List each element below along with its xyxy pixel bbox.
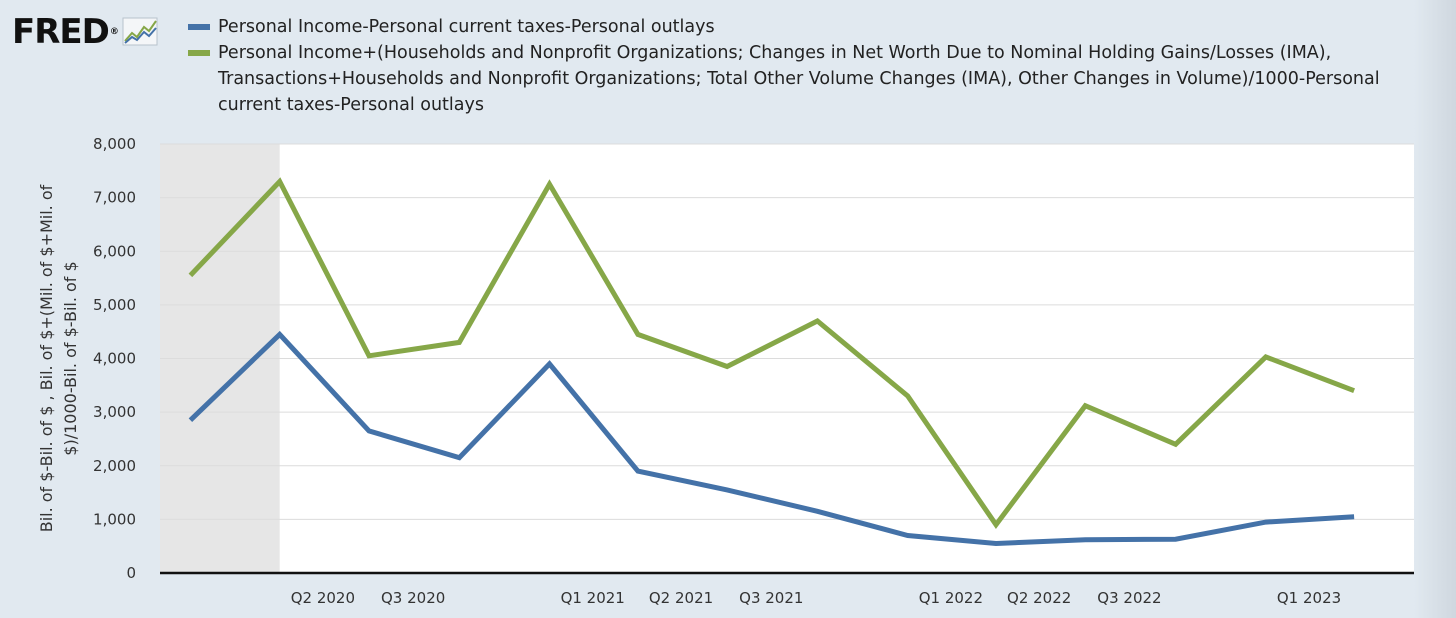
x-tick-label: Q2 2020: [291, 589, 355, 607]
legend-swatch-series-2: [188, 50, 210, 56]
y-tick-label: 0: [126, 564, 136, 582]
y-tick-label: 1,000: [93, 510, 136, 528]
y-tick-label: 4,000: [93, 350, 136, 368]
legend-label-series-2: Personal Income+(Households and Nonprofi…: [218, 43, 1380, 115]
fred-logo-text: FRED: [12, 12, 110, 52]
y-tick-label: 8,000: [93, 135, 136, 153]
y-axis-label: $)/1000-Bil. of $-Bil. of $: [61, 261, 80, 455]
series-line-2: [188, 177, 1355, 529]
x-tick-label: Q3 2021: [739, 589, 803, 607]
fred-logo[interactable]: FRED ®: [12, 12, 160, 52]
x-tick-label: Q2 2022: [1007, 589, 1071, 607]
scrollbar-edge: [1414, 0, 1456, 618]
x-tick-label: Q1 2021: [561, 589, 625, 607]
chart-legend: Personal Income-Personal current taxes-P…: [188, 14, 1438, 118]
x-tick-label: Q3 2022: [1097, 589, 1161, 607]
x-tick-label: Q1 2022: [919, 589, 983, 607]
legend-label-series-1: Personal Income-Personal current taxes-P…: [218, 17, 715, 37]
x-tick-label: Q1 2023: [1277, 589, 1341, 607]
y-tick-label: 2,000: [93, 457, 136, 475]
x-tick-label: Q2 2021: [649, 589, 713, 607]
y-tick-label: 5,000: [93, 296, 136, 314]
y-tick-label: 6,000: [93, 242, 136, 260]
legend-item-series-1[interactable]: Personal Income-Personal current taxes-P…: [188, 14, 1438, 40]
y-axis-label: Bil. of $-Bil. of $ , Bil. of $+(Mil. of…: [37, 184, 56, 532]
chart-line-icon: [122, 17, 158, 46]
y-tick-label: 7,000: [93, 189, 136, 207]
legend-item-series-2[interactable]: Personal Income+(Households and Nonprofi…: [188, 40, 1438, 118]
series-line-1: [188, 330, 1355, 547]
y-tick-label: 3,000: [93, 403, 136, 421]
x-tick-label: Q3 2020: [381, 589, 445, 607]
legend-swatch-series-1: [188, 24, 210, 30]
